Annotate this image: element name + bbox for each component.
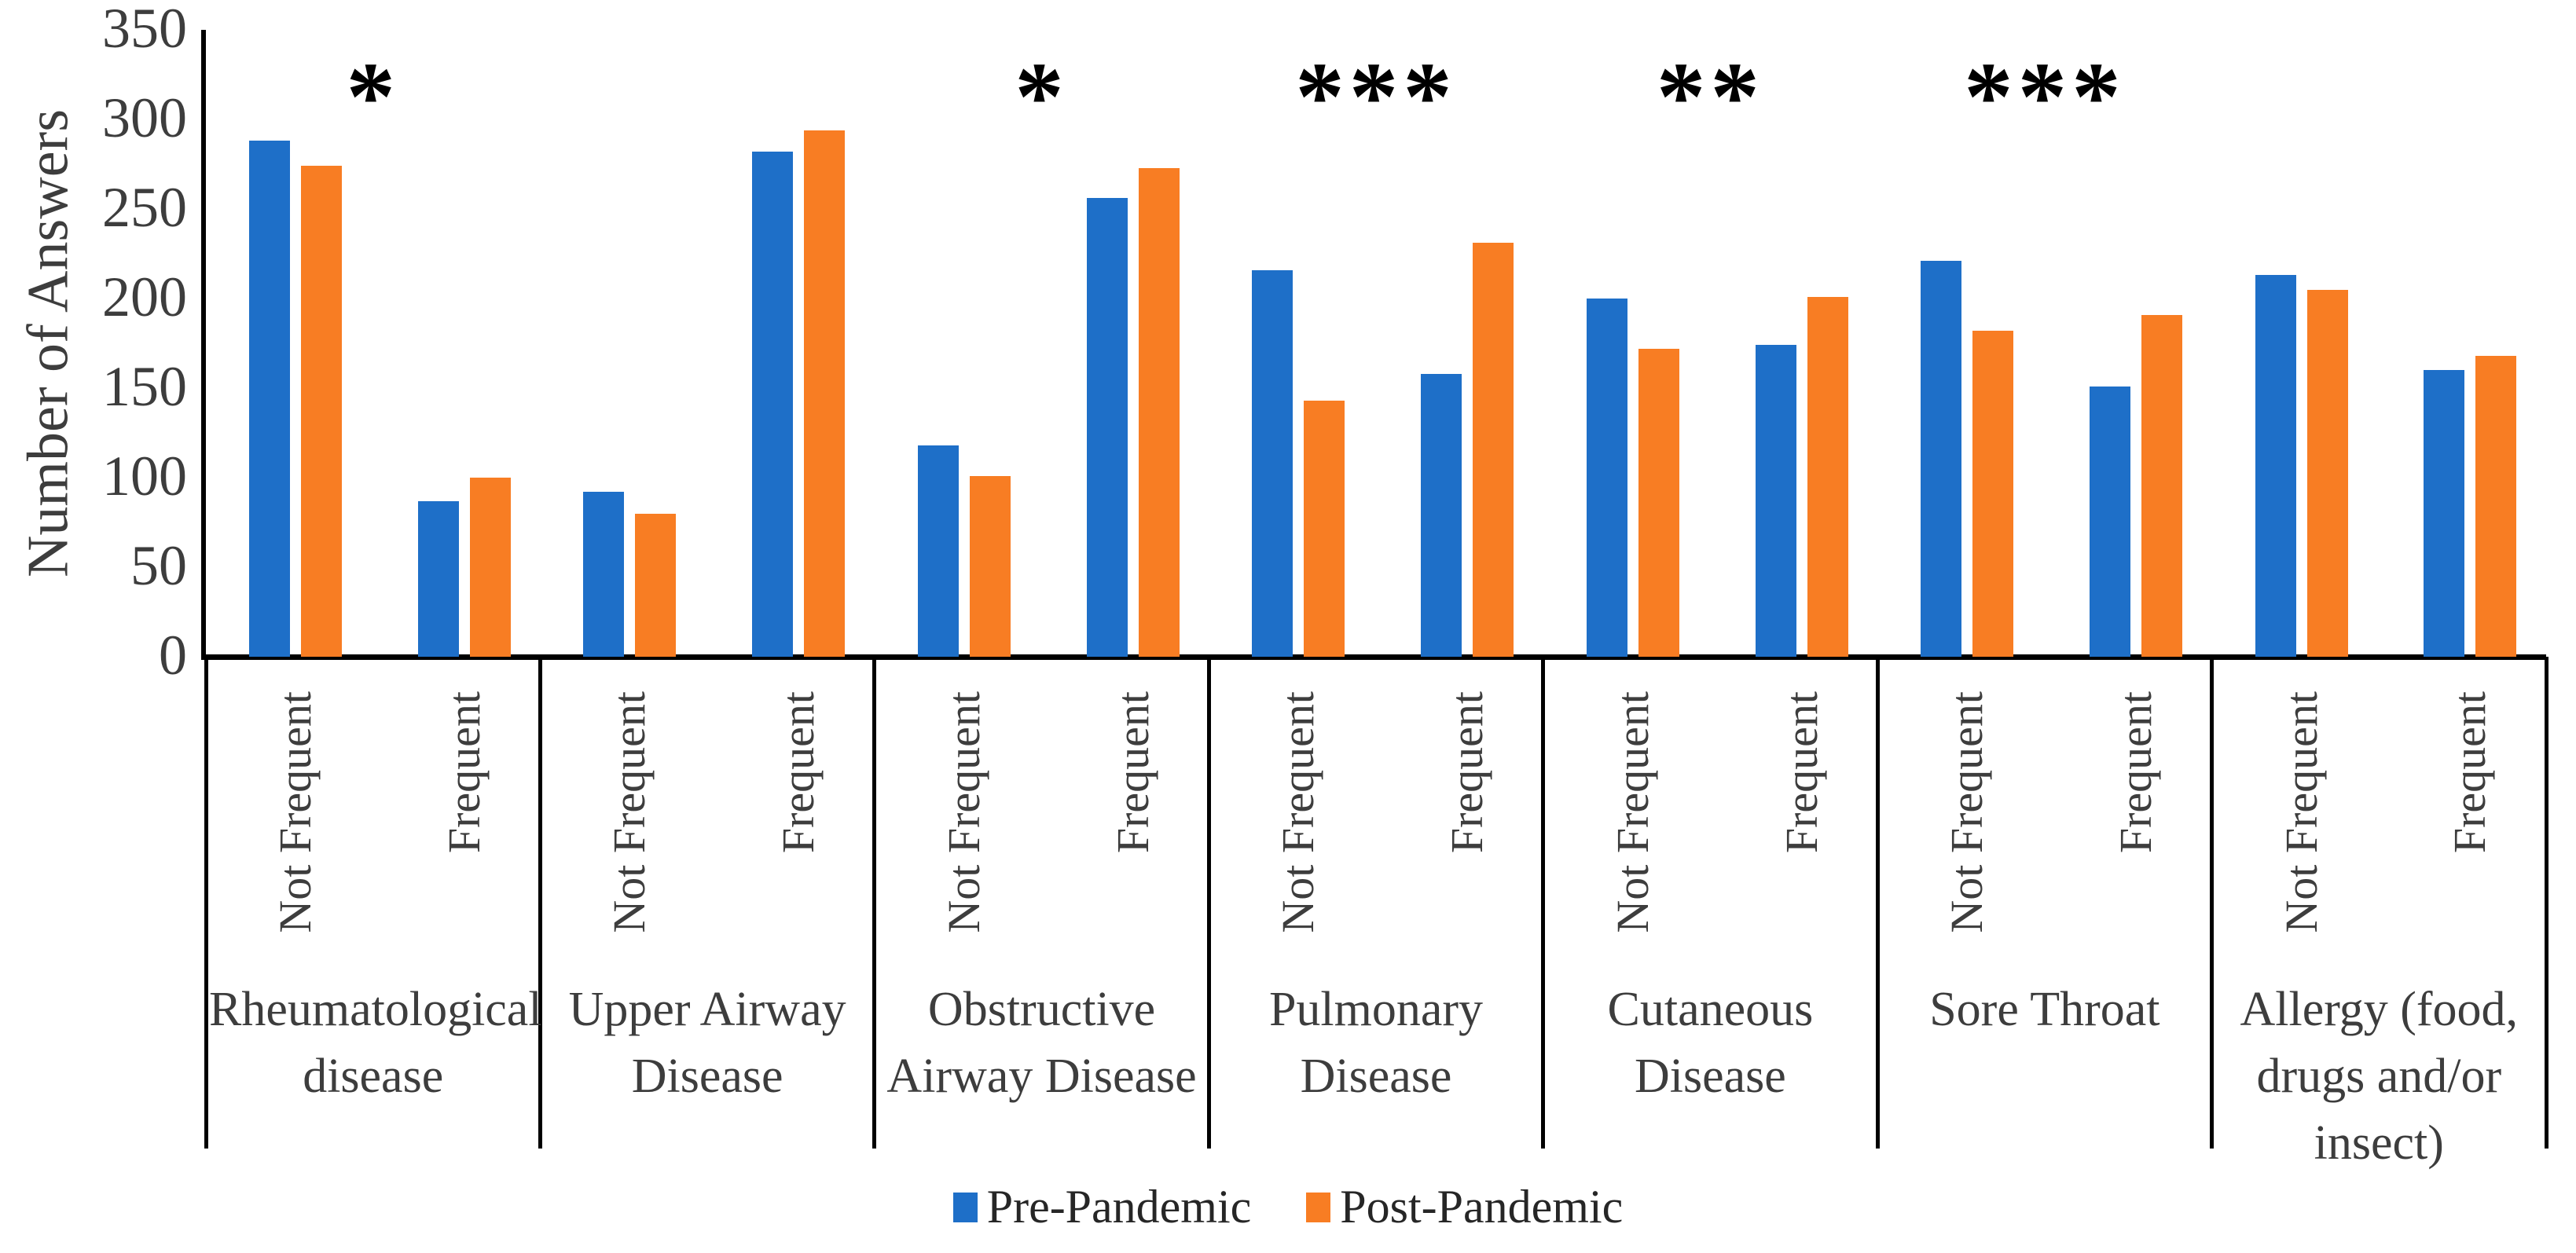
significance-marker: ***	[1964, 43, 2126, 152]
legend-item: Post-Pandemic	[1306, 1180, 1623, 1234]
x-tick-label-rotated: Not Frequent	[1272, 691, 1324, 933]
bar-pre-pandemic	[917, 445, 959, 657]
group-category-label: Allergy (food, drugs and/or insect)	[2240, 983, 2519, 1170]
bar-pre-pandemic	[1252, 269, 1294, 657]
bar-post-pandemic	[969, 475, 1011, 657]
significance-marker: **	[1656, 43, 1764, 152]
bar-pre-pandemic	[1755, 345, 1796, 657]
x-tick-label-rotated: Frequent	[2109, 691, 2161, 854]
y-tick-label: 0	[159, 624, 187, 687]
bar-post-pandemic	[804, 130, 846, 657]
y-tick-label: 50	[130, 534, 187, 597]
legend: Pre-Pandemic Post-Pandemic	[0, 1180, 2576, 1234]
x-tick-label-rotated: Not Frequent	[1941, 691, 1993, 933]
bar-post-pandemic	[1304, 400, 1345, 657]
bar-pre-pandemic	[1086, 198, 1128, 657]
group-category-label: Upper Airway Disease	[568, 983, 846, 1103]
bar-pre-pandemic	[1421, 373, 1462, 657]
x-tick-label-rotated: Frequent	[1441, 691, 1493, 854]
x-tick-label-rotated: Frequent	[772, 691, 824, 854]
group-divider-line	[204, 657, 208, 1149]
group-divider-line	[1541, 657, 1546, 1149]
x-tick-label-rotated: Frequent	[1775, 691, 1827, 854]
x-tick-label-rotated: Not Frequent	[2275, 691, 2327, 933]
group-divider-line	[872, 657, 877, 1149]
bar-post-pandemic	[1473, 243, 1514, 657]
x-tick-label-rotated: Not Frequent	[938, 691, 989, 933]
legend-series-label: Pre-Pandemic	[986, 1181, 1252, 1233]
group-divider-line	[2210, 657, 2215, 1149]
group-category-label: Rheumatological disease	[209, 983, 542, 1103]
bar-post-pandemic	[1807, 296, 1848, 657]
x-tick-label-rotated: Frequent	[1106, 691, 1158, 854]
group-divider-line	[1206, 657, 1211, 1149]
group-category-label: Cutaneous Disease	[1607, 983, 1814, 1103]
group-category-label: Obstructive Airway Disease	[886, 983, 1197, 1103]
x-tick-label-rotated: Frequent	[438, 691, 490, 854]
bar-post-pandemic	[1138, 167, 1180, 657]
group-divider-line	[1875, 657, 1880, 1149]
y-tick-label: 250	[102, 176, 187, 239]
x-tick-label-rotated: Not Frequent	[270, 691, 321, 933]
y-tick-label: 350	[102, 0, 187, 60]
bar-pre-pandemic	[583, 492, 625, 657]
bar-pre-pandemic	[1586, 299, 1627, 657]
group-category-label: Sore Throat	[1929, 983, 2160, 1036]
significance-marker: *	[1015, 43, 1069, 152]
group-divider-line	[2544, 657, 2548, 1149]
legend-marker-swatch	[1306, 1192, 1331, 1222]
group-category-label: Pulmonary Disease	[1268, 983, 1484, 1103]
group-divider-line	[538, 657, 542, 1149]
bar-post-pandemic	[2306, 289, 2348, 657]
x-tick-label-rotated: Not Frequent	[604, 691, 655, 933]
bar-post-pandemic	[2475, 355, 2517, 657]
bar-post-pandemic	[2141, 314, 2182, 657]
significance-marker: *	[346, 43, 400, 152]
significance-marker: ***	[1295, 43, 1457, 152]
y-tick-label: 150	[102, 355, 187, 418]
y-axis-line	[201, 30, 206, 660]
bar-pre-pandemic	[2424, 370, 2465, 657]
legend-series-label: Post-Pandemic	[1340, 1181, 1624, 1233]
bar-post-pandemic	[635, 513, 677, 657]
bar-pre-pandemic	[1921, 261, 1962, 657]
y-tick-label: 300	[102, 86, 187, 149]
y-tick-label: 100	[102, 445, 187, 507]
x-axis-line	[201, 654, 2546, 660]
x-tick-label-rotated: Frequent	[2444, 691, 2496, 854]
bar-pre-pandemic	[2089, 386, 2130, 657]
bar-post-pandemic	[301, 166, 342, 657]
bar-pre-pandemic	[417, 500, 459, 657]
legend-item: Pre-Pandemic	[952, 1180, 1252, 1234]
x-tick-label-rotated: Not Frequent	[1606, 691, 1658, 933]
bar-post-pandemic	[469, 478, 511, 657]
bar-post-pandemic	[1638, 348, 1679, 657]
bar-pre-pandemic	[2255, 275, 2296, 657]
y-tick-label: 200	[102, 266, 187, 328]
bar-post-pandemic	[1972, 331, 2014, 657]
bar-pre-pandemic	[752, 152, 794, 657]
bar-pre-pandemic	[249, 141, 290, 657]
legend-marker-swatch	[952, 1192, 978, 1222]
